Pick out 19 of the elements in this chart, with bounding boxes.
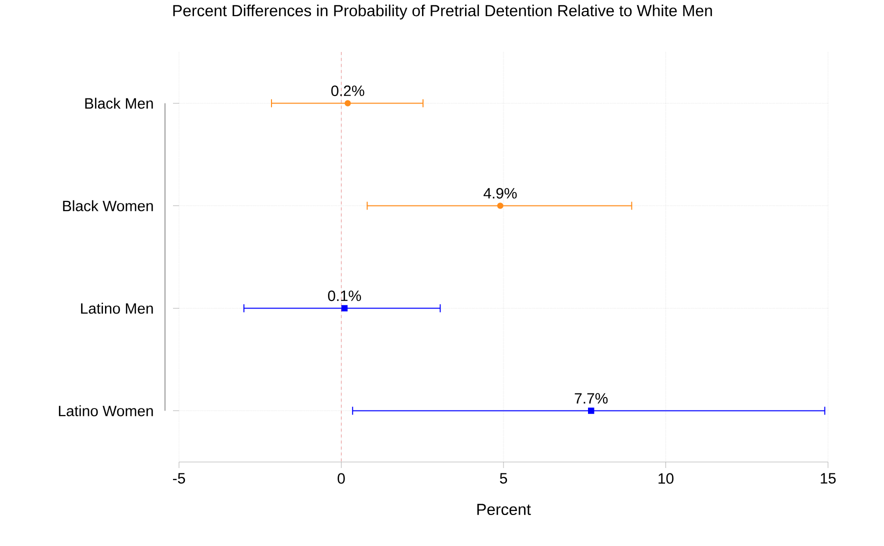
chart-title: Percent Differences in Probability of Pretrial Detention Relative to White Men xyxy=(173,4,712,20)
y-tick-label: Black Men xyxy=(85,98,153,109)
data-label: 0.1% xyxy=(328,290,361,302)
point xyxy=(341,305,348,312)
point xyxy=(588,408,594,414)
y-tick-label: Latino Women xyxy=(58,405,153,416)
x-tick-label: 5 xyxy=(500,473,508,484)
data-label: 0.2% xyxy=(331,85,364,96)
data-label: 7.7% xyxy=(574,393,608,404)
y-tick-label: Black Women xyxy=(63,200,153,212)
point xyxy=(344,100,351,106)
point xyxy=(497,202,504,209)
x-tick-label: 15 xyxy=(820,473,836,484)
x-axis-title: Percent xyxy=(477,504,531,516)
x-tick-label: 0 xyxy=(338,473,345,484)
data-label: 4.9% xyxy=(484,188,517,199)
x-tick-label: -5 xyxy=(173,473,186,484)
x-tick-label: 10 xyxy=(658,473,674,484)
y-tick-label: Latino Men xyxy=(81,302,153,314)
